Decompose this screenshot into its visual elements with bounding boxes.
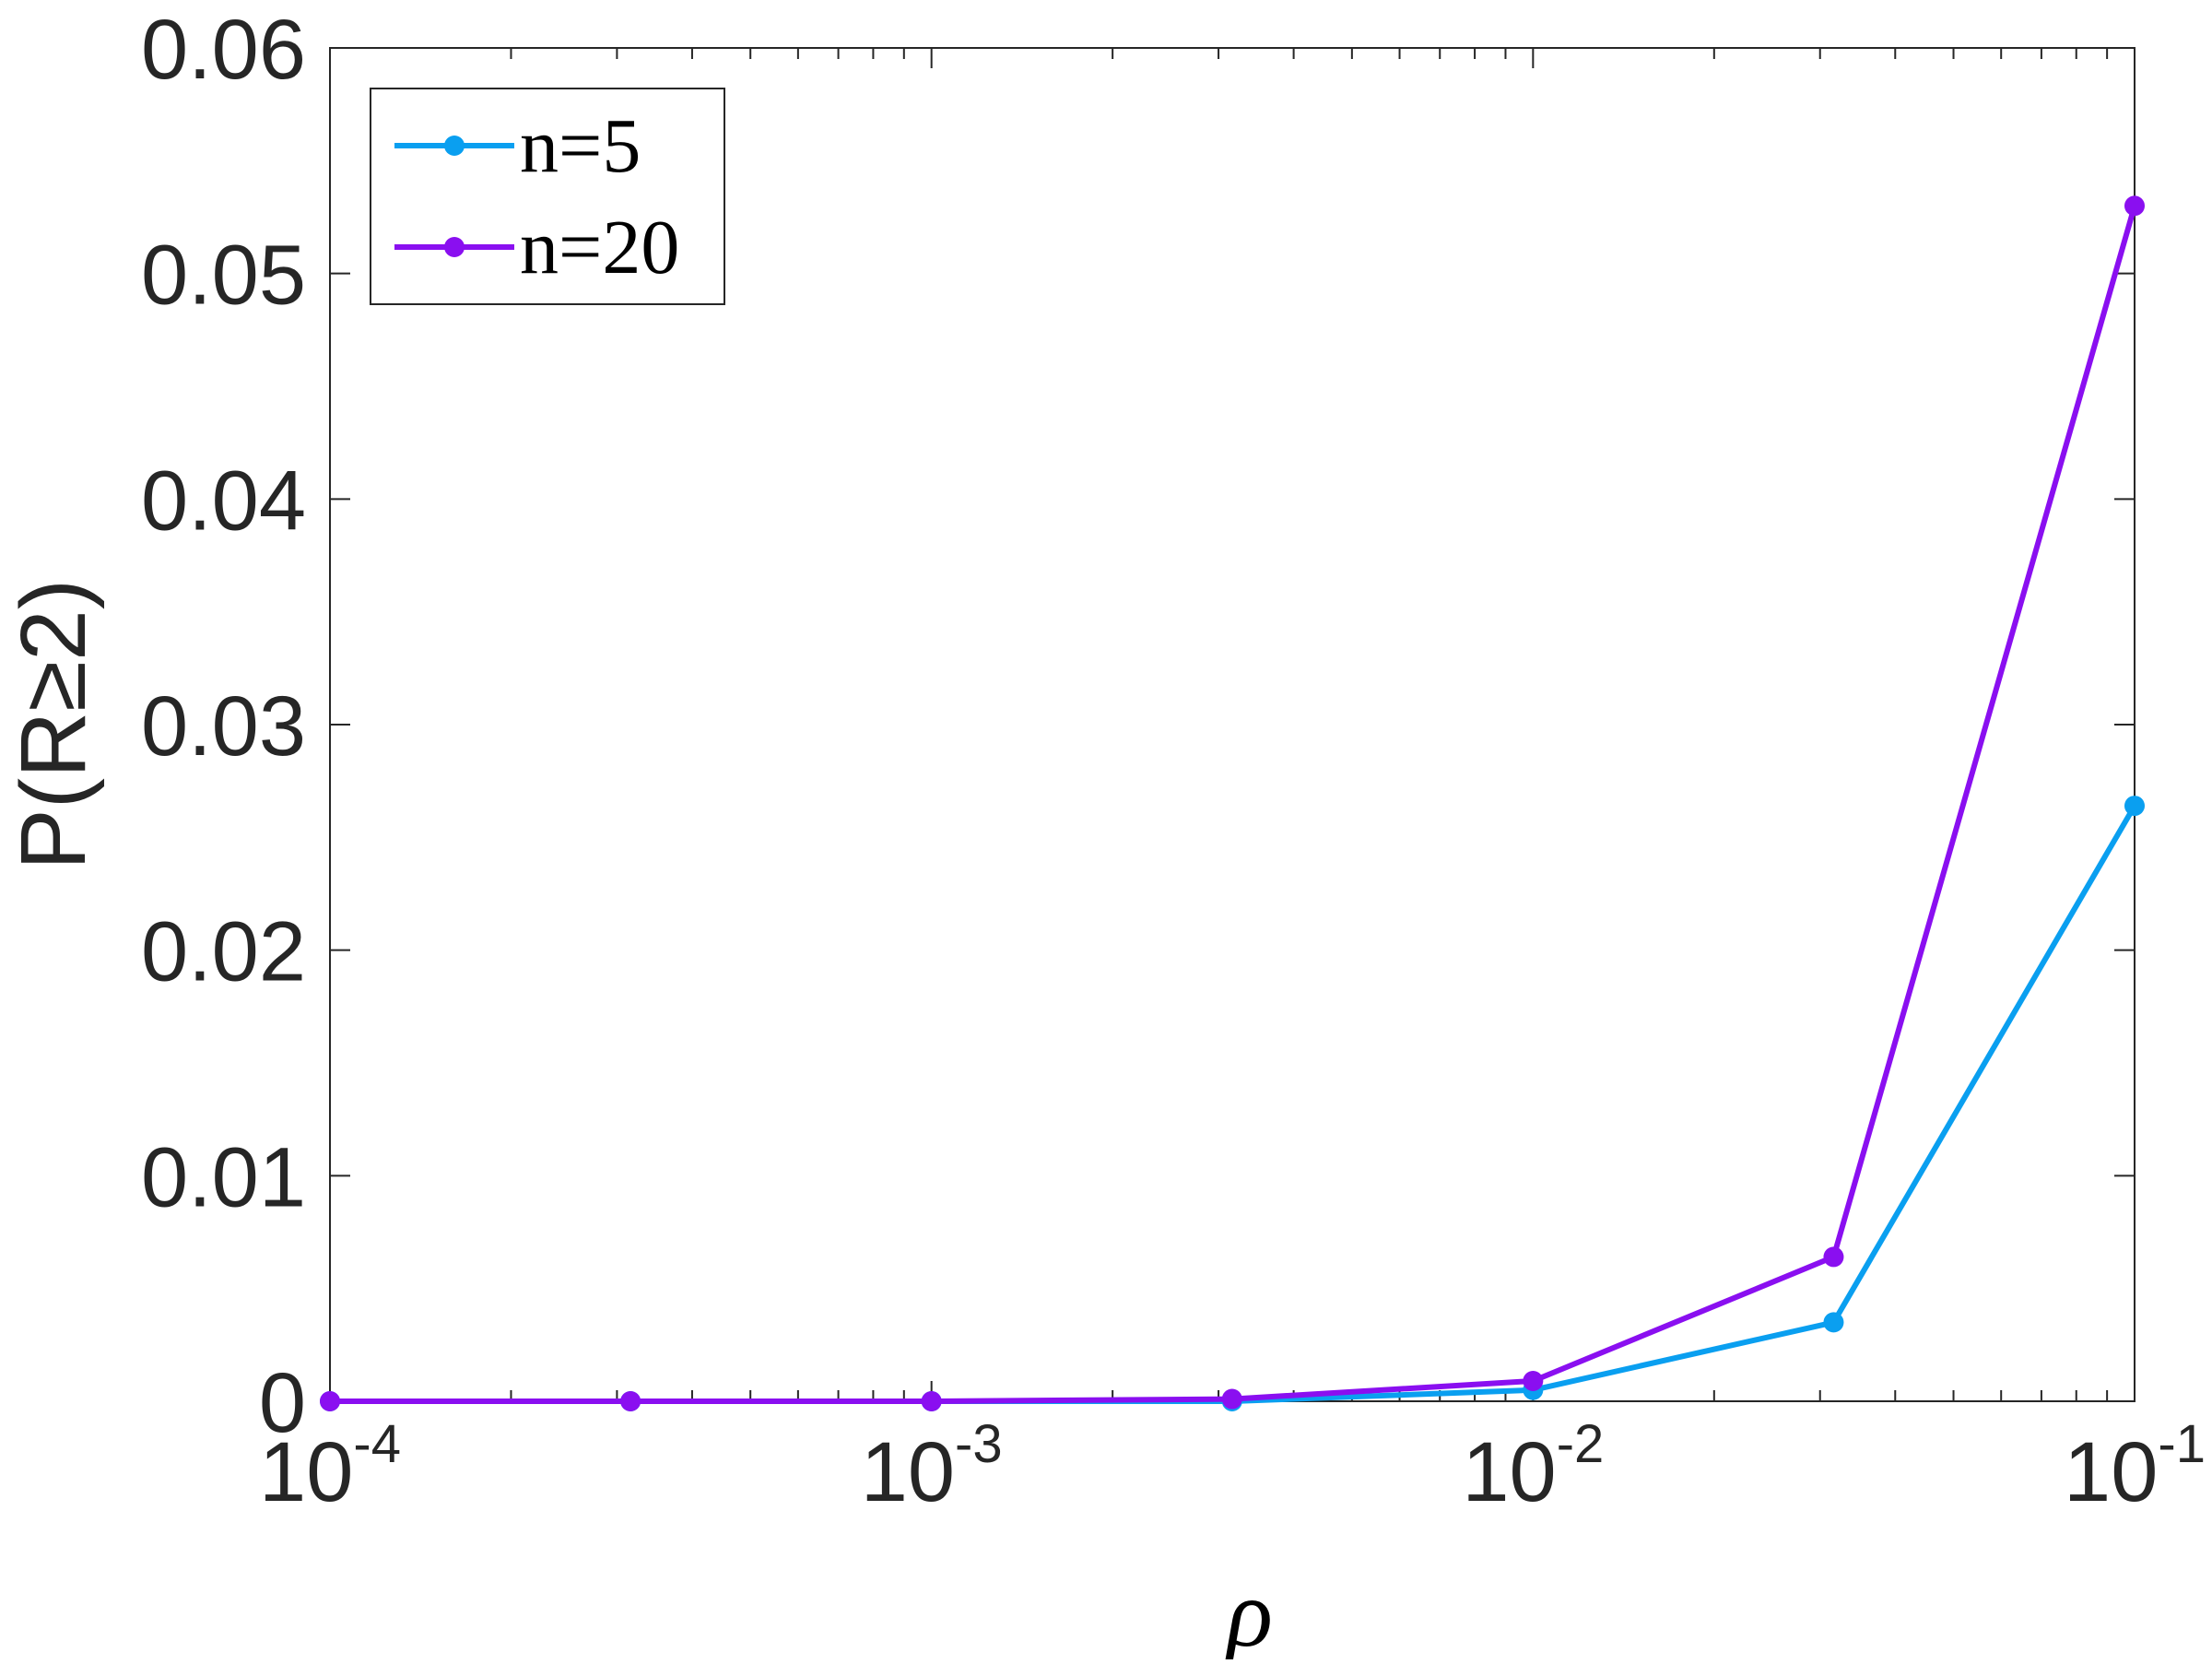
x-tick-label: 10-1: [2064, 1414, 2206, 1519]
data-point: [620, 1391, 641, 1411]
legend-entry-label: n=5: [520, 103, 641, 189]
tick-labels: 0 0.01 0.02 0.03 0.04 0.05 0.06 10-4 10-3 10-2 10-…: [141, 3, 2206, 1519]
series-line-0: [330, 804, 2137, 1404]
y-tick-label: 0.04: [141, 454, 306, 548]
x-axis-label: ρ: [1224, 1561, 1273, 1659]
data-point: [921, 1391, 942, 1411]
data-point: [320, 1391, 340, 1411]
plot-series: [320, 195, 2145, 1411]
series-line-1: [330, 205, 2137, 1404]
data-point: [2124, 195, 2145, 217]
y-tick-label: 0.01: [141, 1130, 306, 1224]
y-tick-label: 0: [259, 1356, 306, 1450]
y-tick-label: 0.02: [141, 905, 306, 999]
y-tick-label: 0.05: [141, 229, 306, 323]
y-tick-label: 0.06: [141, 3, 306, 97]
data-point: [1823, 1312, 1844, 1333]
legend-swatch-marker: [444, 136, 465, 156]
legend: n=5 n=20: [370, 88, 725, 305]
data-point: [1221, 1388, 1242, 1410]
legend-box: [370, 88, 725, 305]
y-axis-label: P(R≥2): [2, 579, 105, 870]
x-tick-label: 10-3: [861, 1414, 1003, 1519]
data-point: [2124, 796, 2145, 817]
y-tick-label: 0.03: [141, 679, 306, 773]
x-tick-label: 10-2: [1462, 1414, 1604, 1519]
data-point: [1823, 1246, 1844, 1268]
legend-entry-label: n=20: [520, 205, 679, 290]
legend-swatch-marker: [444, 237, 465, 257]
x-tick-label: 10-4: [259, 1414, 401, 1519]
data-point: [1523, 1370, 1544, 1391]
